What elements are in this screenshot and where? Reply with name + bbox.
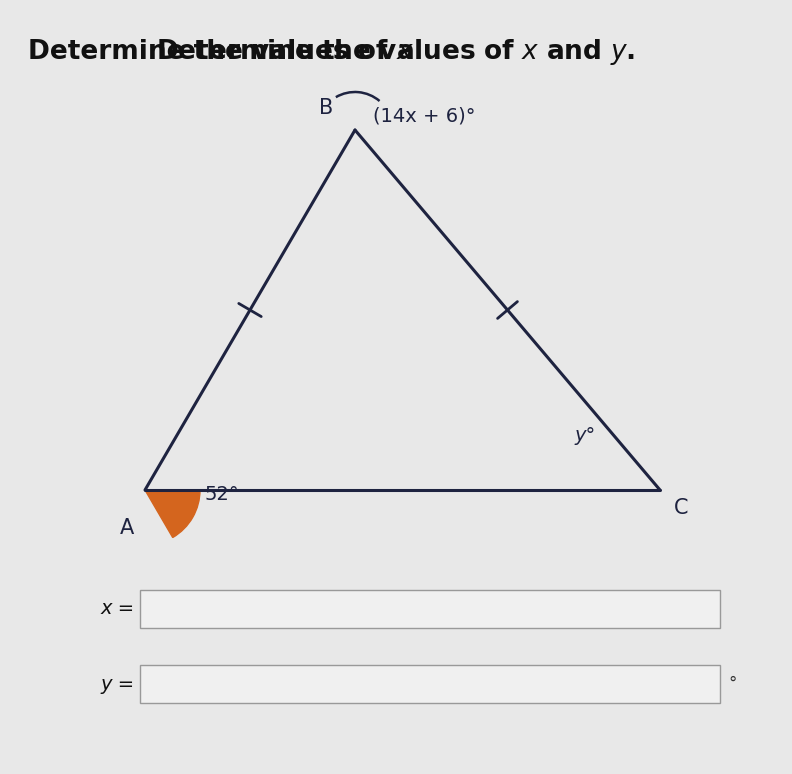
Text: B: B (318, 98, 333, 118)
Text: °: ° (728, 675, 737, 693)
Text: y =: y = (101, 674, 135, 694)
Text: $x$: $x$ (396, 39, 414, 65)
Text: (14x + 6)°: (14x + 6)° (373, 106, 475, 125)
Text: x =: x = (101, 600, 135, 618)
Bar (140, 590, 720, 628)
Text: Determine the values of: Determine the values of (28, 39, 396, 65)
Text: 52°: 52° (205, 485, 240, 505)
Text: y°: y° (574, 426, 596, 445)
Bar (140, 665, 720, 703)
Text: C: C (674, 498, 688, 518)
Wedge shape (145, 490, 200, 537)
Text: $\bf{Determine\ the\ values\ of\ }$$\bf{\mathit{x}}$$\bf{\ and\ }$$\bf{\mathit{y: $\bf{Determine\ the\ values\ of\ }$$\bf{… (156, 37, 636, 67)
Text: A: A (120, 518, 134, 538)
